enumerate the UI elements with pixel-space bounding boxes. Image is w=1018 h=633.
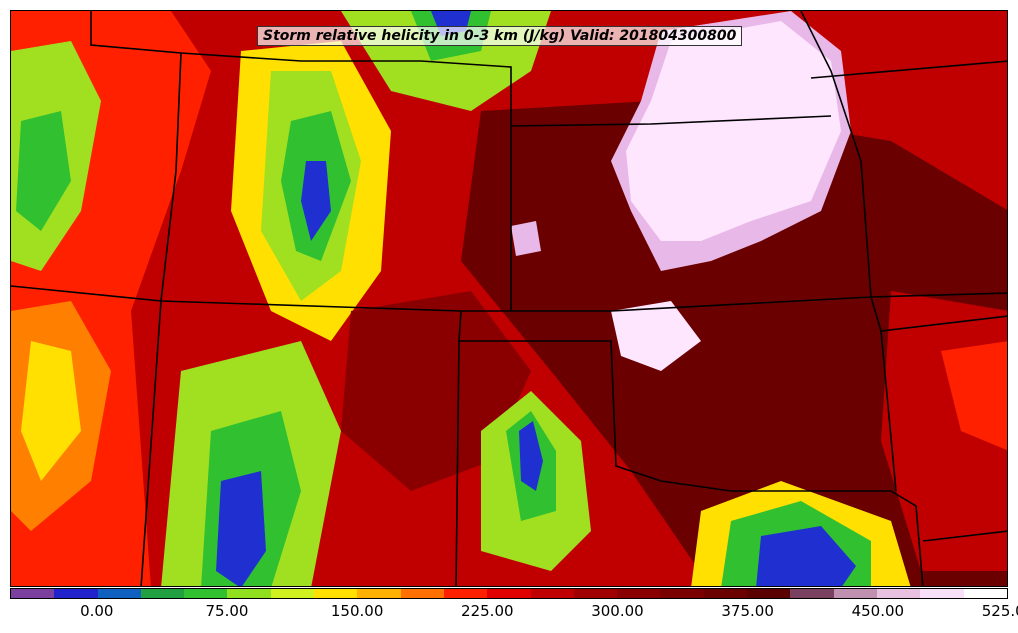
colorbar-swatch [703, 589, 748, 598]
border-central [11, 285, 1007, 312]
border-ia [810, 60, 1007, 79]
colorbar-swatch [833, 589, 877, 598]
field-west-green [16, 111, 71, 231]
field-high-pink-2 [511, 221, 541, 256]
field-rockies-blue [301, 161, 331, 241]
field-s-blue [216, 471, 266, 586]
colorbar-swatch [97, 589, 141, 598]
border-mo-ar [880, 330, 897, 492]
colorbar-tick-label: 525.00 [981, 602, 1018, 620]
helicity-map: Storm relative helicity in 0-3 km (J/kg)… [10, 10, 1008, 587]
colorbar-tick-label: 150.00 [330, 602, 384, 620]
colorbar-swatch [400, 589, 444, 598]
border-north [90, 11, 512, 311]
field-high-white-2 [611, 301, 701, 371]
colorbar-swatch [487, 589, 531, 598]
colorbar-swatch [920, 589, 964, 598]
colorbar-tick-label: 225.00 [461, 602, 514, 620]
colorbar [10, 588, 1008, 599]
colorbar-swatch [876, 589, 921, 598]
colorbar-swatch [357, 589, 401, 598]
colorbar-swatch [660, 589, 704, 598]
border-ne-ia [800, 11, 872, 298]
colorbar-swatch [443, 589, 488, 598]
colorbar-swatch [747, 589, 791, 598]
field-high-white [626, 21, 841, 241]
colorbar-swatch [184, 589, 228, 598]
colorbar-swatch [270, 589, 315, 598]
colorbar-swatch [227, 589, 271, 598]
colorbar-tick-label: 0.00 [80, 602, 114, 620]
state-borders [11, 11, 1007, 586]
colorbar-tick-label: 75.00 [205, 602, 249, 620]
colorbar-swatch [617, 589, 661, 598]
border-west-1 [140, 52, 182, 586]
field-east-brightred [941, 341, 1007, 451]
colorbar-tick-label: 450.00 [851, 602, 905, 620]
border-ar-la [922, 530, 1007, 542]
colorbar-swatch [790, 589, 834, 598]
map-title: Storm relative helicity in 0-3 km (J/kg)… [257, 26, 743, 46]
colorbar-swatch [54, 589, 98, 598]
border-ne [510, 115, 832, 127]
colorbar-swatch [963, 589, 1007, 598]
border-ok [458, 310, 924, 586]
field-sw-yellow [21, 341, 81, 481]
field-plains-darkred [461, 101, 1007, 586]
field-se-blue [756, 526, 856, 586]
colorbar-swatch [530, 589, 574, 598]
field-tx-blue [519, 421, 543, 491]
map-canvas [11, 11, 1007, 586]
colorbar-ticks: 0.00 75.00 150.00 225.00 300.00 375.00 450.00 5… [10, 602, 1018, 626]
colorbar-swatch [11, 589, 55, 598]
colorbar-swatch [573, 589, 618, 598]
colorbar-tick-label: 300.00 [591, 602, 644, 620]
colorbar-swatch [140, 589, 185, 598]
colorbar-tick-label: 375.00 [721, 602, 774, 620]
border-tx-w [455, 340, 460, 586]
colorbar-swatch [314, 589, 358, 598]
